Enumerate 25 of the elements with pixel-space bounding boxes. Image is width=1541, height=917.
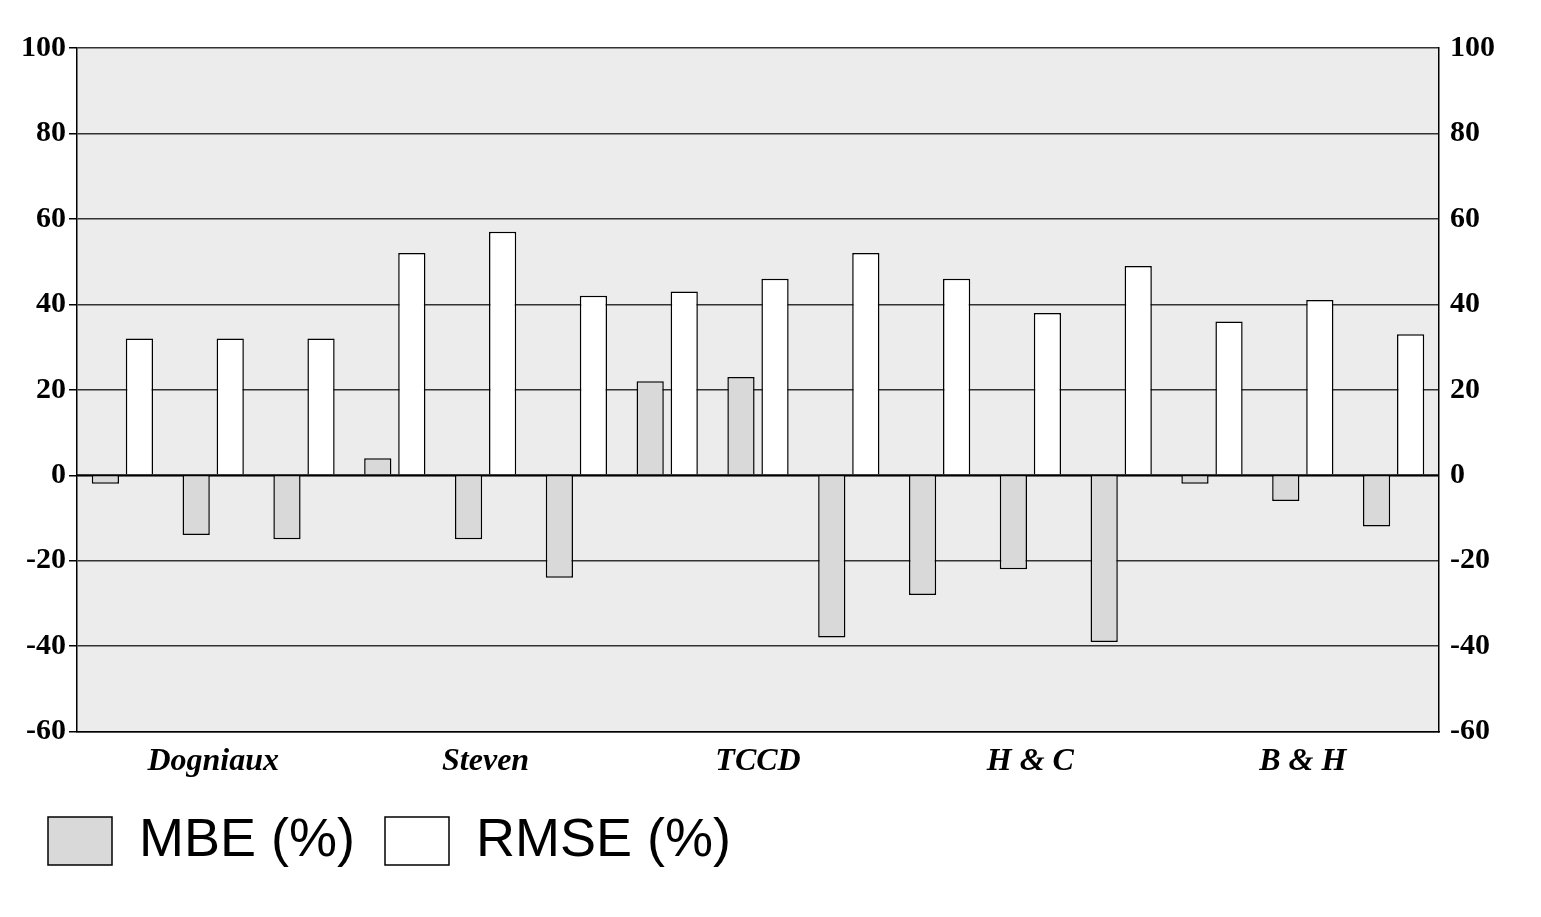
y-tick-label: -20 [26,541,66,575]
y-tick-label: 0 [51,456,66,489]
y-tick-label: 80 [36,114,66,148]
legend-label: RMSE (%) [476,806,731,867]
y2-tick-label: 80 [1450,114,1480,148]
y2-tick-label: 100 [1450,28,1495,62]
y2-tick-label: -40 [1450,626,1490,660]
x-tick-label: TCCD [715,741,801,778]
x-tick-label: B & H [1258,741,1348,778]
y2-tick-label: 60 [1450,199,1480,233]
y2-tick-label: 20 [1450,370,1480,404]
y-tick-label: 60 [36,199,66,233]
y2-tick-label: 40 [1450,285,1480,319]
x-tick-label: H & C [985,741,1075,778]
y-tick-label: 40 [36,285,66,319]
y-tick-label: 20 [36,370,66,404]
x-tick-label: Dogniaux [146,741,279,778]
legend-label: MBE (%) [139,806,355,867]
y-tick-label: -60 [26,712,66,746]
y2-tick-label: 0 [1450,456,1465,489]
y-tick-label: -40 [26,626,66,660]
y2-tick-label: -20 [1450,541,1490,575]
y-tick-label: 100 [21,28,66,62]
y2-tick-label: -60 [1450,712,1490,746]
x-tick-label: Steven [442,741,530,778]
